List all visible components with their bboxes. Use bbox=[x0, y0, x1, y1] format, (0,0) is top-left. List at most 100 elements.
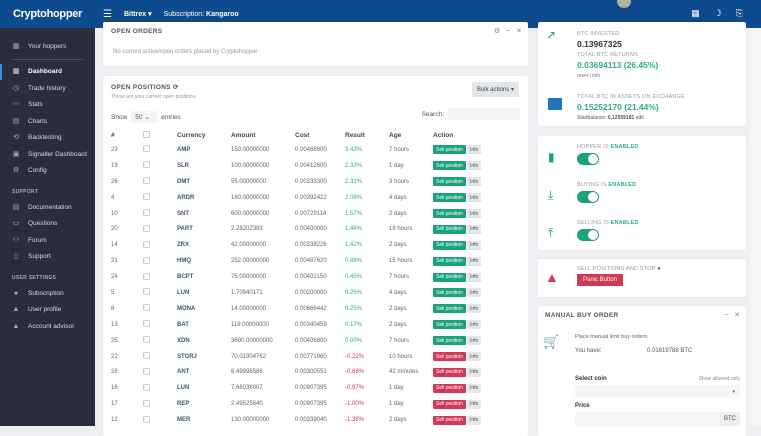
logo[interactable]: Cryptohopper bbox=[12, 8, 83, 20]
buying-toggle[interactable] bbox=[577, 191, 599, 203]
close-icon[interactable]: ✕ bbox=[516, 28, 522, 35]
row-checkbox[interactable] bbox=[143, 161, 150, 169]
currency-link[interactable]: REP bbox=[177, 401, 190, 408]
column-header[interactable]: Amount bbox=[231, 131, 256, 139]
selling-toggle[interactable] bbox=[577, 229, 599, 241]
minimize-icon[interactable]: – bbox=[506, 27, 511, 34]
column-header[interactable]: Currency bbox=[177, 131, 206, 139]
info-button[interactable]: Info bbox=[466, 352, 482, 362]
currency-link[interactable]: ZRX bbox=[177, 242, 189, 249]
row-checkbox[interactable] bbox=[143, 193, 150, 201]
sidebar-item-forum[interactable]: ⚇ Forum bbox=[0, 232, 95, 249]
apps-grid-icon[interactable]: ▦ bbox=[691, 8, 700, 18]
sell-position-button[interactable]: Sell position bbox=[433, 145, 466, 155]
row-checkbox[interactable] bbox=[143, 320, 150, 328]
sidebar-item-questions[interactable]: ▭ Questions bbox=[0, 216, 95, 233]
currency-link[interactable]: MONA bbox=[177, 305, 196, 312]
row-checkbox[interactable] bbox=[143, 304, 150, 312]
hopper-toggle[interactable] bbox=[577, 153, 599, 165]
sell-position-button[interactable]: Sell position bbox=[433, 320, 466, 330]
row-checkbox[interactable] bbox=[143, 383, 150, 391]
row-checkbox[interactable] bbox=[143, 399, 150, 407]
night-mode-icon[interactable]: ☽ bbox=[713, 8, 722, 18]
price-input[interactable] bbox=[575, 412, 720, 426]
search-input[interactable] bbox=[448, 108, 520, 120]
row-checkbox[interactable] bbox=[143, 209, 150, 216]
row-checkbox[interactable] bbox=[143, 367, 150, 375]
info-button[interactable]: Info bbox=[466, 320, 482, 330]
info-button[interactable]: Info bbox=[466, 304, 482, 314]
sell-position-button[interactable]: Sell position bbox=[433, 288, 466, 298]
sidebar-item-support[interactable]: ▯ Support bbox=[0, 249, 95, 266]
sidebar-item-user-profile[interactable]: ▲ User profile bbox=[0, 302, 95, 319]
sidebar-item-your-hoppers[interactable]: ▦ Your hoppers bbox=[0, 38, 95, 55]
reset-link[interactable]: reset bbox=[577, 73, 589, 79]
info-button[interactable]: Info bbox=[466, 383, 482, 393]
sell-position-button[interactable]: Sell position bbox=[433, 367, 466, 377]
refresh-icon[interactable]: ⟳ bbox=[172, 84, 179, 91]
currency-link[interactable]: STORJ bbox=[177, 353, 197, 360]
column-header[interactable]: Action bbox=[433, 131, 454, 139]
select-all-checkbox[interactable] bbox=[143, 130, 150, 138]
entries-select[interactable]: 50 ⌄ bbox=[131, 111, 158, 123]
logout-icon[interactable]: ⎘ bbox=[735, 8, 743, 18]
sell-position-button[interactable]: Sell position bbox=[433, 272, 466, 282]
row-checkbox[interactable] bbox=[143, 224, 150, 232]
close-icon[interactable]: ✕ bbox=[734, 312, 740, 319]
bulk-actions-button[interactable]: Bulk actions ▾ bbox=[471, 82, 519, 97]
column-header[interactable]: Cost bbox=[295, 131, 310, 139]
exchange-dropdown[interactable]: Bittrex ▾ bbox=[123, 11, 152, 18]
minimize-icon[interactable]: – bbox=[724, 311, 729, 318]
currency-link[interactable]: DMT bbox=[177, 178, 190, 185]
currency-link[interactable]: HMQ bbox=[177, 258, 191, 265]
sidebar-item-backtesting[interactable]: ⟲ Backtesting bbox=[0, 130, 95, 147]
info-button[interactable]: Info bbox=[466, 367, 482, 377]
avatar[interactable] bbox=[617, 0, 631, 8]
coin-select[interactable]: ▾ bbox=[575, 385, 740, 398]
row-checkbox[interactable] bbox=[143, 352, 150, 360]
sidebar-item-dashboard[interactable]: ▦ Dashboard bbox=[0, 63, 95, 80]
info-button[interactable]: Info bbox=[466, 272, 482, 282]
info-button[interactable]: Info bbox=[466, 145, 482, 155]
currency-link[interactable]: LUN bbox=[177, 385, 190, 392]
sidebar-item-trade-history[interactable]: ◷ Trade history bbox=[0, 80, 95, 97]
sidebar-item-account-advisor[interactable]: ▲ Account advisor bbox=[0, 318, 95, 335]
sell-position-button[interactable]: Sell position bbox=[433, 399, 466, 409]
sell-position-button[interactable]: Sell position bbox=[433, 256, 466, 266]
sell-position-button[interactable]: Sell position bbox=[433, 240, 466, 250]
row-checkbox[interactable] bbox=[143, 145, 150, 153]
sell-position-button[interactable]: Sell position bbox=[433, 383, 466, 393]
column-header[interactable]: Age bbox=[389, 131, 402, 139]
info-button[interactable]: Info bbox=[466, 415, 482, 425]
currency-link[interactable]: PART bbox=[177, 226, 193, 233]
sell-position-button[interactable]: Sell position bbox=[433, 161, 466, 171]
sell-position-button[interactable]: Sell position bbox=[433, 304, 466, 314]
help-icon[interactable]: ● bbox=[657, 266, 661, 272]
sell-position-button[interactable]: Sell position bbox=[433, 224, 466, 234]
currency-link[interactable]: SNT bbox=[177, 210, 189, 217]
info-button[interactable]: Info bbox=[466, 193, 482, 203]
sell-position-button[interactable]: Sell position bbox=[433, 177, 466, 187]
panic-button[interactable]: Panic Button bbox=[577, 274, 624, 286]
info-link[interactable]: info bbox=[592, 73, 601, 79]
row-checkbox[interactable] bbox=[143, 240, 150, 248]
edit-link[interactable]: edit bbox=[635, 115, 644, 121]
sidebar-item-signaller-dashboard[interactable]: ▣ Signaller Dashboard bbox=[0, 146, 95, 163]
sell-position-button[interactable]: Sell position bbox=[433, 193, 466, 203]
sidebar-item-charts[interactable]: ▤ Charts bbox=[0, 113, 95, 130]
currency-link[interactable]: MER bbox=[177, 417, 191, 424]
info-button[interactable]: Info bbox=[466, 177, 482, 187]
sidebar-item-documentation[interactable]: ▤ Documentation bbox=[0, 199, 95, 216]
column-header[interactable] bbox=[143, 128, 177, 142]
sidebar-item-config[interactable]: ⚙ Config bbox=[0, 163, 95, 180]
sidebar-item-stats[interactable]: 〰 Stats bbox=[0, 97, 95, 114]
show-allowed-link[interactable]: Show allowed only bbox=[698, 376, 740, 382]
sidebar-item-subscription[interactable]: ● Subscription bbox=[0, 285, 95, 302]
currency-link[interactable]: LUN bbox=[177, 289, 190, 296]
currency-link[interactable]: BAT bbox=[177, 321, 189, 328]
row-checkbox[interactable] bbox=[143, 177, 150, 185]
row-checkbox[interactable] bbox=[143, 415, 150, 423]
column-header[interactable]: Result bbox=[345, 131, 365, 139]
scrollbar[interactable] bbox=[750, 28, 761, 426]
row-checkbox[interactable] bbox=[143, 272, 150, 280]
